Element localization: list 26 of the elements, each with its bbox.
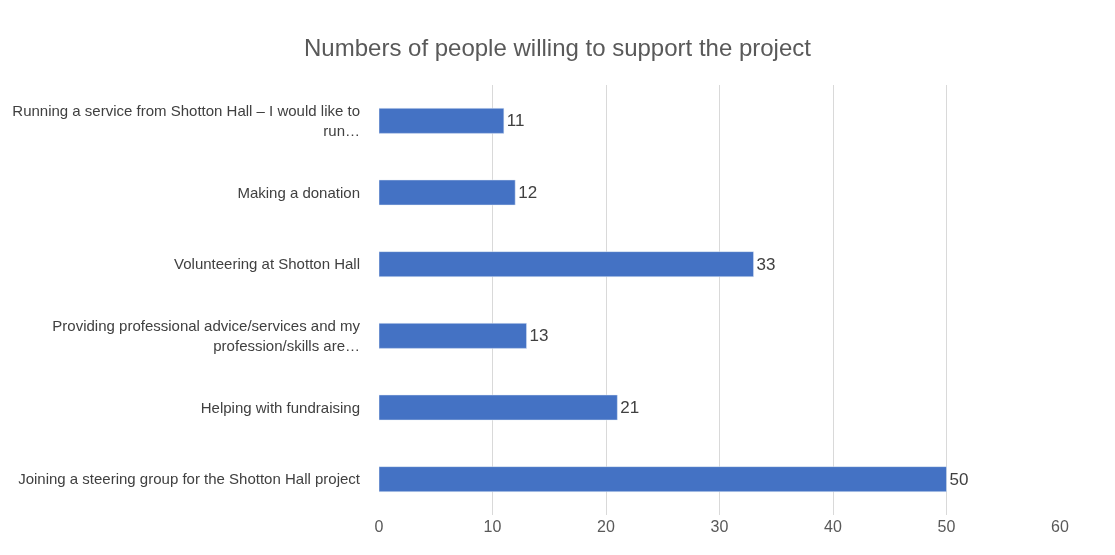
y-tick-label: Running a service from Shotton Hall – I would like to run… [12,102,360,139]
data-label: 12 [518,183,538,202]
x-tick-label: 10 [483,518,502,535]
x-tick-label: 0 [374,518,384,535]
data-label: 50 [949,469,969,489]
x-tick-label: 50 [937,518,956,535]
data-label: 33 [756,254,776,274]
data-label: 11 [506,111,525,131]
y-tick-label: Making a donation [237,183,360,201]
chart-title: Numbers of people willing to support the project [304,33,812,61]
bar [379,179,516,206]
x-tick-label: 40 [824,518,842,535]
y-tick-label: Helping with fundraising [200,398,360,416]
y-tick-label: Joining a steering group for the Shotton Hall project [18,470,361,488]
bar [379,251,754,277]
y-tick-label: Providing professional advice/services and my profession/skills are… [52,317,361,354]
x-tick-label: 20 [597,518,615,535]
y-tick-label: Volunteering at Shotton Hall [174,255,360,273]
bar [379,108,505,134]
bar [379,394,618,421]
bar [379,466,947,492]
data-label: 13 [529,326,549,346]
data-label: 21 [620,398,640,417]
x-tick-label: 60 [1051,518,1069,535]
bar [379,323,527,349]
x-tick-label: 30 [710,518,729,535]
